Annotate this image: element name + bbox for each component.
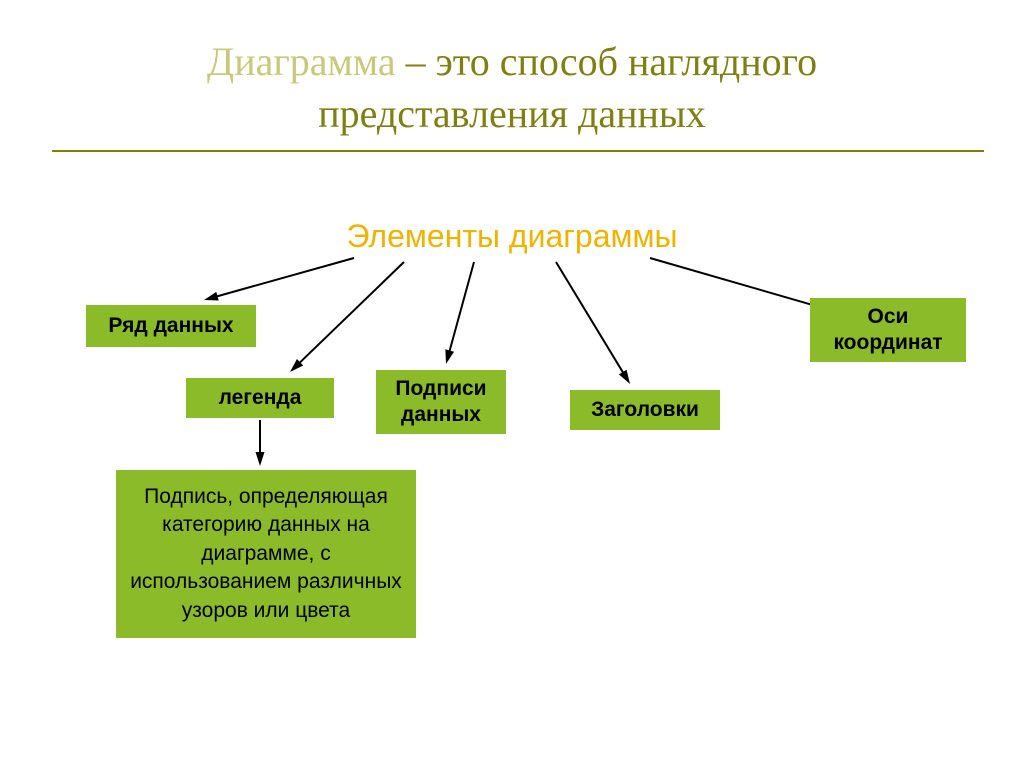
node-headers: Заголовки (570, 390, 720, 430)
arrow-head-subtitle-headers (619, 370, 630, 384)
title-highlight-word: Диаграмма (207, 39, 396, 84)
arrow-head-legend-legend_desc (256, 452, 265, 466)
title-line2: представления данных (318, 91, 706, 136)
arrow-line-subtitle-data_labels (448, 262, 474, 356)
arrow-head-subtitle-data_labels (445, 349, 454, 364)
title-line1-rest: – это способ наглядного (396, 39, 817, 84)
node-legend_desc: Подпись, определяющая категорию данных н… (116, 470, 416, 638)
arrow-line-subtitle-axes (650, 258, 822, 308)
arrow-line-subtitle-headers (556, 262, 626, 377)
node-data_series: Ряд данных (86, 305, 256, 347)
node-data_labels: Подписи данных (376, 370, 506, 434)
page-title: Диаграмма – это способ наглядного предста… (0, 36, 1024, 140)
node-legend: легенда (186, 378, 334, 418)
arrow-line-subtitle-legend (296, 262, 404, 366)
node-axes: Оси координат (810, 298, 966, 362)
diagram-subtitle: Элементы диаграммы (300, 218, 724, 255)
title-underline (52, 150, 984, 152)
arrow-line-subtitle-data_series (212, 258, 354, 298)
arrow-head-subtitle-data_series (204, 292, 219, 301)
arrow-head-subtitle-legend (290, 359, 303, 372)
